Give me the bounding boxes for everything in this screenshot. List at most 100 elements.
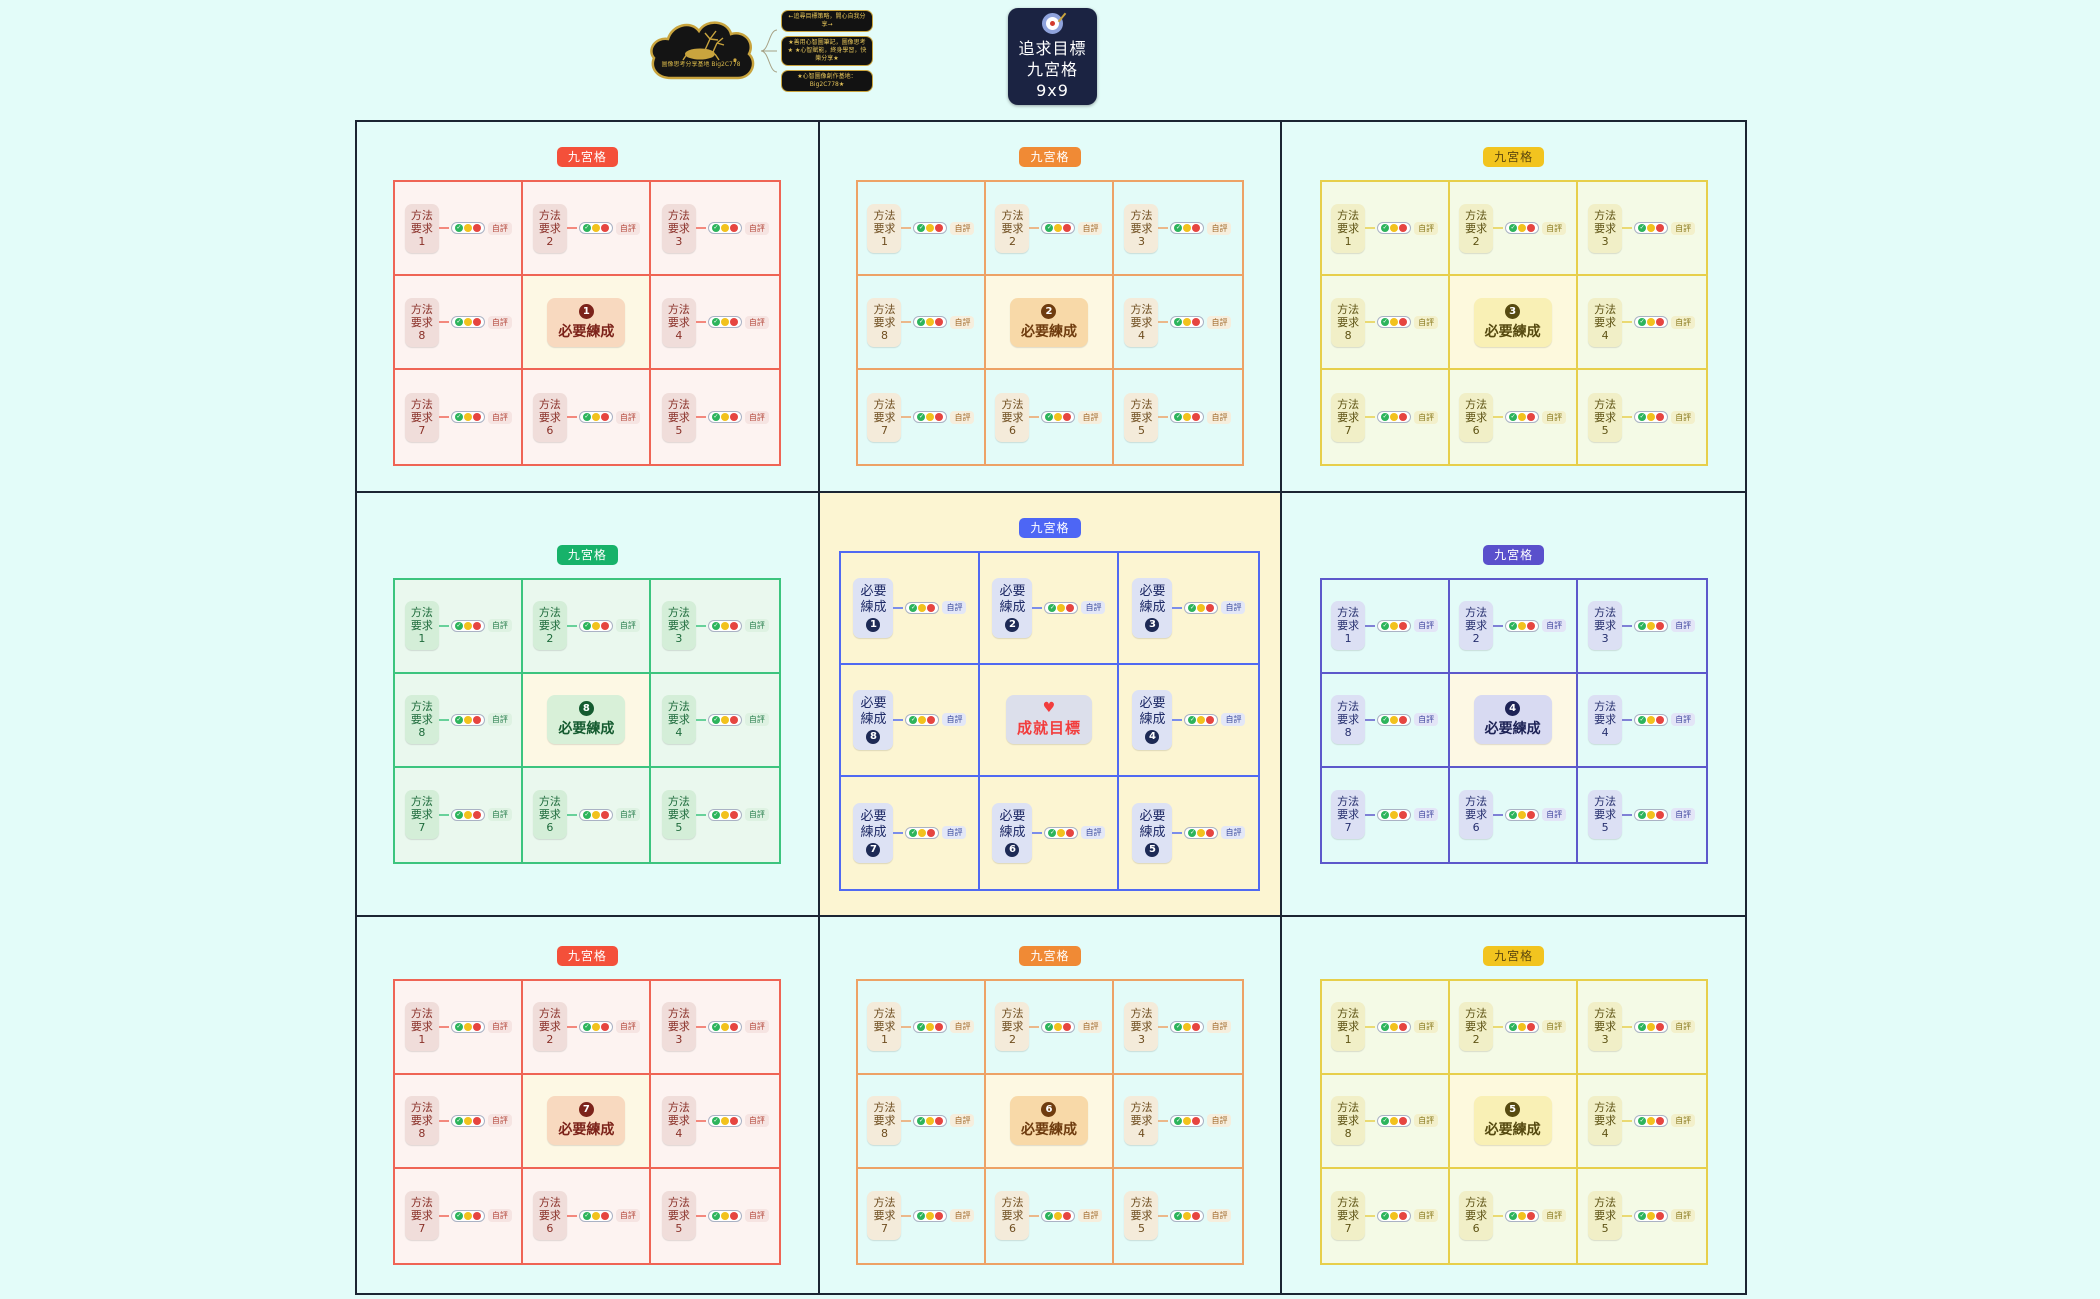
self-eval-badge[interactable]: 自評 — [1414, 1114, 1439, 1127]
self-eval-badge[interactable]: 自評 — [1221, 713, 1246, 726]
required-node-5[interactable]: 必要 練成 5 — [1132, 802, 1173, 863]
traffic-light-icon[interactable]: ✓ — [1377, 808, 1412, 821]
method-node-7[interactable]: 方法 要求 7 — [404, 790, 439, 839]
self-eval-badge[interactable]: 自評 — [615, 221, 640, 235]
traffic-light-icon[interactable]: ✓ — [707, 1020, 742, 1033]
method-node-5[interactable]: 方法 要求 5 — [1588, 1191, 1623, 1240]
method-node-5[interactable]: 方法 要求 5 — [661, 392, 696, 442]
self-eval-badge[interactable]: 自評 — [1414, 713, 1439, 726]
self-eval-badge[interactable]: 自評 — [1414, 808, 1439, 821]
traffic-light-icon[interactable]: ✓ — [1041, 222, 1076, 234]
self-eval-badge[interactable]: 自評 — [942, 601, 967, 614]
method-node-8[interactable]: 方法 要求 8 — [404, 1096, 439, 1145]
traffic-light-icon[interactable]: ✓ — [1634, 222, 1669, 234]
method-node-1[interactable]: 方法 要求 1 — [1331, 1002, 1366, 1051]
method-node-3[interactable]: 方法 要求 3 — [1124, 203, 1159, 253]
method-node-5[interactable]: 方法 要求 5 — [1588, 392, 1623, 442]
method-node-6[interactable]: 方法 要求 6 — [995, 392, 1030, 442]
traffic-light-icon[interactable]: ✓ — [1041, 1020, 1076, 1033]
traffic-light-icon[interactable]: ✓ — [707, 808, 742, 821]
method-node-2[interactable]: 方法 要求 2 — [532, 1002, 567, 1051]
self-eval-badge[interactable]: 自評 — [744, 808, 769, 821]
method-node-8[interactable]: 方法 要求 8 — [404, 695, 439, 744]
required-node-3[interactable]: 3 必要練成 — [1473, 297, 1552, 347]
method-node-1[interactable]: 方法 要求 1 — [1331, 203, 1366, 253]
self-eval-badge[interactable]: 自評 — [615, 808, 640, 821]
traffic-light-icon[interactable]: ✓ — [578, 1020, 613, 1033]
self-eval-badge[interactable]: 自評 — [487, 808, 512, 821]
traffic-light-icon[interactable]: ✓ — [1170, 222, 1205, 234]
self-eval-badge[interactable]: 自評 — [1221, 601, 1246, 614]
traffic-light-icon[interactable]: ✓ — [1184, 601, 1219, 614]
method-node-4[interactable]: 方法 要求 4 — [1588, 297, 1623, 347]
method-node-3[interactable]: 方法 要求 3 — [1124, 1002, 1159, 1051]
traffic-light-icon[interactable]: ✓ — [913, 1209, 948, 1222]
method-node-5[interactable]: 方法 要求 5 — [1124, 392, 1159, 442]
self-eval-badge[interactable]: 自評 — [487, 410, 512, 424]
self-eval-badge[interactable]: 自評 — [950, 1114, 975, 1127]
self-eval-badge[interactable]: 自評 — [1207, 1114, 1232, 1127]
traffic-light-icon[interactable]: ✓ — [1044, 601, 1079, 614]
traffic-light-icon[interactable]: ✓ — [450, 1209, 485, 1222]
required-node-4[interactable]: 4 必要練成 — [1473, 695, 1552, 744]
traffic-light-icon[interactable]: ✓ — [913, 1020, 948, 1033]
method-node-7[interactable]: 方法 要求 7 — [404, 1191, 439, 1240]
traffic-light-icon[interactable]: ✓ — [707, 713, 742, 726]
method-node-8[interactable]: 方法 要求 8 — [867, 297, 902, 347]
self-eval-badge[interactable]: 自評 — [487, 1020, 512, 1033]
traffic-light-icon[interactable]: ✓ — [913, 411, 948, 423]
traffic-light-icon[interactable]: ✓ — [1505, 1209, 1540, 1222]
self-eval-badge[interactable]: 自評 — [744, 221, 769, 235]
method-node-5[interactable]: 方法 要求 5 — [1124, 1191, 1159, 1240]
self-eval-badge[interactable]: 自評 — [1671, 221, 1696, 235]
self-eval-badge[interactable]: 自評 — [744, 1020, 769, 1033]
method-node-8[interactable]: 方法 要求 8 — [1331, 297, 1366, 347]
method-node-4[interactable]: 方法 要求 4 — [1588, 695, 1623, 744]
traffic-light-icon[interactable]: ✓ — [913, 1114, 948, 1127]
traffic-light-icon[interactable]: ✓ — [707, 1209, 742, 1222]
method-node-4[interactable]: 方法 要求 4 — [661, 695, 696, 744]
self-eval-badge[interactable]: 自評 — [487, 221, 512, 235]
traffic-light-icon[interactable]: ✓ — [450, 1114, 485, 1127]
method-node-4[interactable]: 方法 要求 4 — [661, 1096, 696, 1145]
method-node-3[interactable]: 方法 要求 3 — [1588, 1002, 1623, 1051]
required-node-5[interactable]: 5 必要練成 — [1473, 1096, 1552, 1145]
self-eval-badge[interactable]: 自評 — [1542, 808, 1567, 821]
required-node-8[interactable]: 必要 練成 8 — [853, 689, 894, 750]
self-eval-badge[interactable]: 自評 — [950, 410, 975, 424]
method-node-2[interactable]: 方法 要求 2 — [1459, 1002, 1494, 1051]
grid-tag[interactable]: 九宮格 — [1019, 945, 1081, 966]
method-node-3[interactable]: 方法 要求 3 — [1588, 601, 1623, 650]
method-node-6[interactable]: 方法 要求 6 — [532, 790, 567, 839]
self-eval-badge[interactable]: 自評 — [942, 713, 967, 726]
traffic-light-icon[interactable]: ✓ — [578, 222, 613, 234]
self-eval-badge[interactable]: 自評 — [615, 1020, 640, 1033]
traffic-light-icon[interactable]: ✓ — [1377, 411, 1412, 423]
self-eval-badge[interactable]: 自評 — [1671, 315, 1696, 329]
method-node-2[interactable]: 方法 要求 2 — [995, 203, 1030, 253]
required-node-1[interactable]: 1 必要練成 — [547, 297, 626, 347]
self-eval-badge[interactable]: 自評 — [1081, 826, 1106, 839]
required-node-1[interactable]: 必要 練成 1 — [853, 577, 894, 638]
traffic-light-icon[interactable]: ✓ — [707, 316, 742, 328]
traffic-light-icon[interactable]: ✓ — [1377, 1020, 1412, 1033]
self-eval-badge[interactable]: 自評 — [1414, 315, 1439, 329]
traffic-light-icon[interactable]: ✓ — [1377, 316, 1412, 328]
self-eval-badge[interactable]: 自評 — [1207, 410, 1232, 424]
self-eval-badge[interactable]: 自評 — [615, 1209, 640, 1222]
method-node-6[interactable]: 方法 要求 6 — [532, 1191, 567, 1240]
self-eval-badge[interactable]: 自評 — [1221, 826, 1246, 839]
self-eval-badge[interactable]: 自評 — [1207, 221, 1232, 235]
method-node-1[interactable]: 方法 要求 1 — [404, 601, 439, 650]
method-node-3[interactable]: 方法 要求 3 — [661, 203, 696, 253]
self-eval-badge[interactable]: 自評 — [950, 315, 975, 329]
method-node-3[interactable]: 方法 要求 3 — [661, 1002, 696, 1051]
traffic-light-icon[interactable]: ✓ — [1634, 619, 1669, 632]
required-node-3[interactable]: 必要 練成 3 — [1132, 577, 1173, 638]
method-node-6[interactable]: 方法 要求 6 — [1459, 1191, 1494, 1240]
self-eval-badge[interactable]: 自評 — [744, 315, 769, 329]
method-node-4[interactable]: 方法 要求 4 — [661, 297, 696, 347]
method-node-8[interactable]: 方法 要求 8 — [867, 1096, 902, 1145]
traffic-light-icon[interactable]: ✓ — [1634, 713, 1669, 726]
grid-tag[interactable]: 九宮格 — [1483, 544, 1545, 565]
